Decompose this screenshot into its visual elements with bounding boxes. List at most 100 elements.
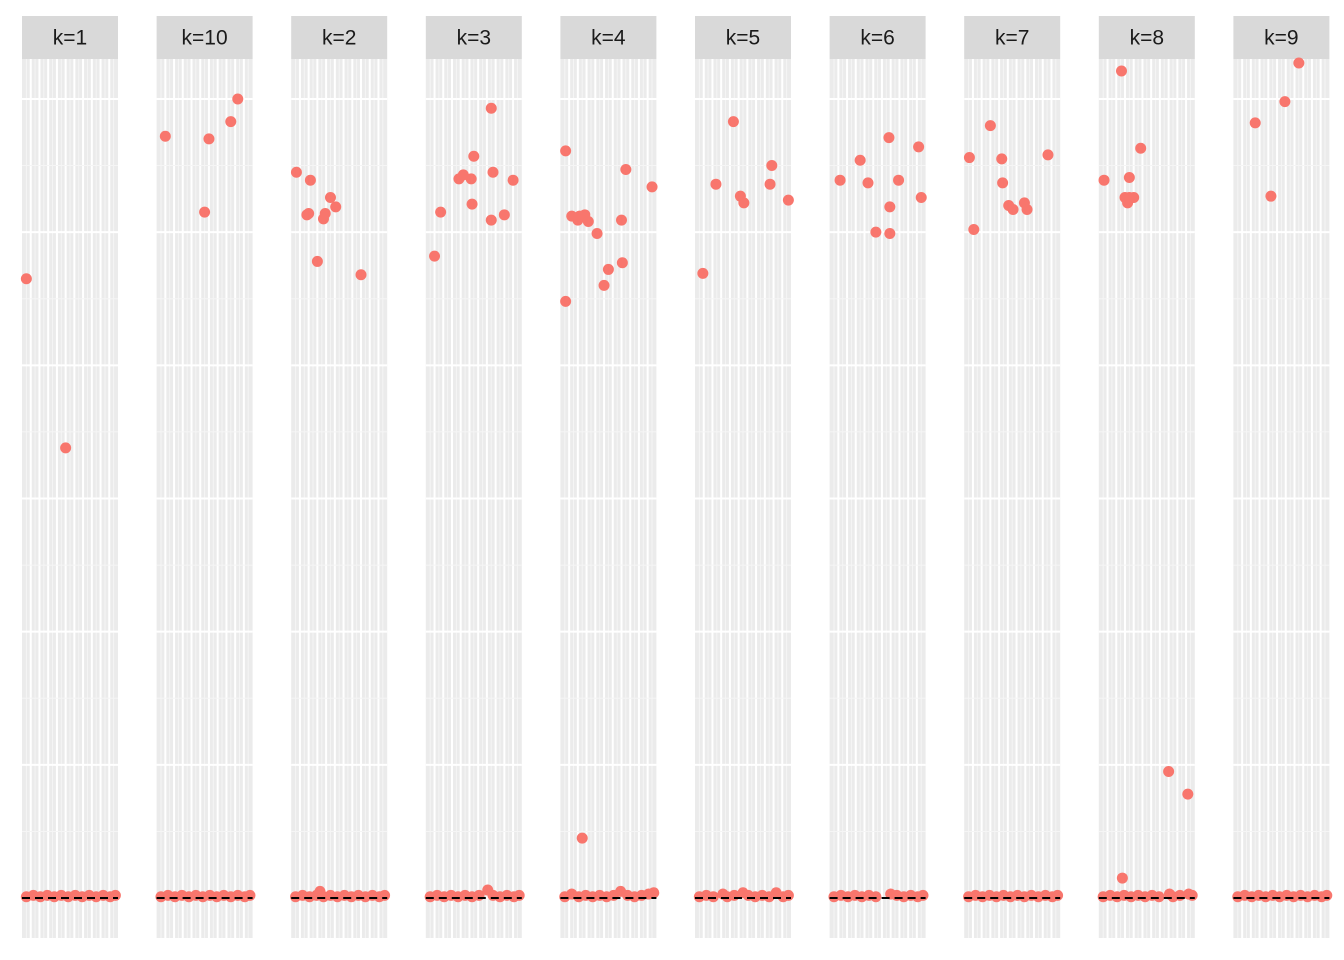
data-point — [232, 93, 244, 105]
data-point — [468, 150, 480, 162]
data-point — [465, 173, 477, 185]
data-point — [764, 178, 776, 190]
data-point — [466, 198, 478, 210]
data-point — [1279, 96, 1291, 108]
data-point — [598, 279, 610, 291]
data-point — [862, 177, 874, 189]
data-point — [646, 181, 658, 193]
facet-strip — [22, 16, 118, 59]
data-point — [203, 133, 215, 145]
data-point — [834, 174, 846, 186]
facet-label: k=4 — [591, 27, 626, 50]
facet-label: k=8 — [1130, 27, 1164, 50]
data-point — [560, 145, 572, 157]
baseline-point — [917, 889, 929, 901]
facet-panel: k=7 — [963, 16, 1064, 938]
baseline-point — [513, 889, 525, 901]
data-point — [311, 255, 323, 267]
facet-panel: k=9 — [1232, 16, 1333, 938]
data-point — [355, 269, 367, 281]
baseline-point — [1186, 889, 1198, 901]
facet-strip — [695, 16, 791, 59]
data-point — [324, 192, 336, 204]
data-point — [199, 206, 211, 218]
data-point — [884, 201, 896, 213]
data-point — [560, 295, 572, 307]
facet-strip — [291, 16, 388, 59]
data-point — [870, 226, 882, 238]
data-point — [915, 192, 927, 204]
data-point — [727, 116, 739, 128]
baseline-point — [648, 887, 660, 899]
baseline-point — [1321, 889, 1333, 901]
facet-label: k=1 — [53, 27, 87, 50]
data-point — [485, 102, 497, 114]
facet-panel: k=10 — [155, 16, 256, 938]
baseline-point — [109, 889, 121, 901]
baseline-point — [244, 889, 256, 901]
data-point — [319, 207, 331, 219]
facet-panel: k=5 — [693, 16, 794, 938]
data-point — [997, 177, 1009, 189]
facet-strip — [560, 16, 657, 59]
facet-panel: k=8 — [1097, 16, 1198, 938]
data-point — [766, 160, 778, 172]
data-point — [963, 152, 975, 164]
data-point — [893, 174, 905, 186]
baseline-point — [707, 891, 719, 903]
facet-strip — [829, 16, 926, 59]
baseline-point — [1153, 891, 1165, 903]
data-point — [20, 273, 32, 285]
facet-strip — [964, 16, 1061, 59]
data-point — [854, 154, 866, 166]
data-point — [290, 166, 302, 178]
data-point — [1123, 172, 1135, 184]
facet-label: k=5 — [726, 27, 760, 50]
data-point — [498, 209, 510, 221]
data-point — [576, 832, 588, 844]
data-point — [1042, 149, 1054, 161]
facet-panel: k=2 — [290, 16, 391, 938]
data-point — [697, 267, 709, 279]
data-point — [1098, 174, 1110, 186]
facet-strip — [425, 16, 522, 59]
data-point — [968, 223, 980, 235]
data-point — [591, 227, 603, 239]
facet-panel: k=6 — [828, 16, 929, 938]
data-point — [429, 250, 441, 262]
data-point — [582, 215, 594, 227]
data-point — [507, 174, 519, 186]
facet-label: k=10 — [182, 27, 228, 50]
data-point — [615, 214, 627, 226]
data-point — [1163, 766, 1175, 778]
facet-panel: k=3 — [424, 16, 525, 938]
data-point — [738, 197, 750, 209]
data-point — [485, 214, 497, 226]
data-point — [60, 442, 72, 454]
facet-label: k=9 — [1264, 27, 1298, 50]
data-point — [330, 201, 342, 213]
data-point — [884, 227, 896, 239]
data-point — [984, 120, 996, 132]
facet-label: k=7 — [995, 27, 1029, 50]
data-point — [913, 141, 925, 153]
data-point — [602, 263, 614, 275]
facet-strip — [1233, 16, 1330, 59]
data-point — [1128, 192, 1140, 204]
facet-strip — [156, 16, 253, 59]
data-point — [435, 206, 447, 218]
data-point — [225, 116, 237, 128]
data-point — [1249, 117, 1261, 129]
data-point — [487, 166, 499, 178]
baseline-point — [782, 889, 794, 901]
facet-panel: k=1 — [20, 16, 121, 938]
data-point — [1007, 203, 1019, 215]
baseline-point — [379, 889, 391, 901]
data-point — [303, 207, 315, 219]
data-point — [996, 153, 1008, 165]
data-point — [1021, 203, 1033, 215]
data-point — [710, 178, 722, 190]
data-point — [1293, 57, 1305, 69]
baseline-point — [1052, 889, 1064, 901]
